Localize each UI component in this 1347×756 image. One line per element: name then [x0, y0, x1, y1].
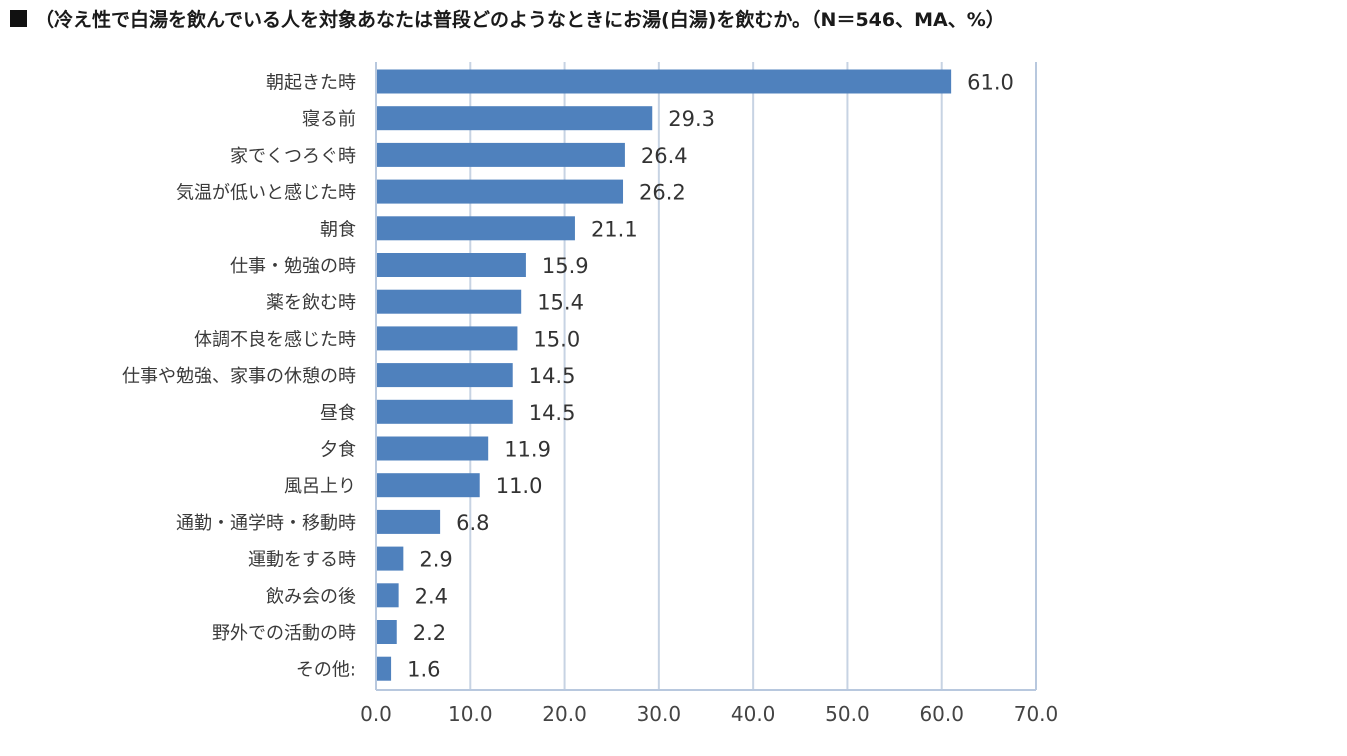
x-tick-label: 60.0 — [919, 702, 964, 726]
category-label: 寝る前 — [302, 109, 356, 130]
bar — [377, 179, 624, 204]
data-label: 14.5 — [529, 364, 576, 388]
category-label: 運動をする時 — [248, 550, 356, 571]
data-label: 11.0 — [496, 474, 543, 498]
data-label: 2.9 — [419, 548, 452, 572]
category-label: 家でくつろぐ時 — [230, 146, 356, 167]
category-label: 朝起きた時 — [266, 73, 356, 94]
data-label: 21.1 — [591, 217, 638, 241]
x-tick-label: 50.0 — [825, 702, 870, 726]
category-label: 仕事・勉強の時 — [230, 256, 356, 277]
category-label: 通勤・通学時・移動時 — [176, 513, 356, 534]
bar — [377, 399, 513, 424]
bar — [377, 142, 625, 167]
bar — [377, 656, 392, 681]
bar — [377, 363, 513, 388]
bar — [377, 289, 522, 314]
category-label: 体調不良を感じた時 — [194, 329, 356, 350]
x-tick-label: 40.0 — [731, 702, 776, 726]
data-label: 26.2 — [639, 181, 686, 205]
category-label: 昼食 — [320, 403, 356, 424]
chart-title: （冷え性で白湯を飲んでいる人を対象あなたは普段どのようなときにお湯(白湯)を飲む… — [35, 8, 1005, 31]
data-label: 1.6 — [407, 658, 440, 682]
data-label: 14.5 — [529, 401, 576, 425]
data-label: 11.9 — [504, 438, 551, 462]
data-label: 15.4 — [537, 291, 584, 315]
bar — [377, 253, 526, 277]
plot-frame — [375, 62, 1037, 691]
bar — [377, 69, 952, 94]
data-label: 29.3 — [668, 107, 715, 131]
x-tick-label: 30.0 — [637, 702, 682, 726]
bar — [377, 473, 480, 498]
value-labels: 61.0 29.3 26.4 26.221.115.9 15.4 15.0 14.5 14.5… — [407, 71, 1014, 682]
black-square-icon — [10, 9, 27, 27]
category-labels: 朝起きた時寝る前家でくつろぐ時気温が低いと感じた時朝食仕事・勉強の時薬を飲む時体… — [122, 73, 356, 681]
category-label: 朝食 — [320, 219, 356, 240]
category-label: 夕食 — [320, 440, 356, 461]
bar — [377, 436, 489, 461]
bar — [377, 216, 575, 241]
category-label: 飲み会の後 — [266, 586, 356, 607]
category-label: 風呂上り — [284, 476, 356, 497]
data-label: 15.9 — [542, 254, 589, 278]
bars — [377, 69, 952, 681]
category-label: 薬を飲む時 — [266, 293, 356, 314]
data-label: 26.4 — [641, 144, 688, 168]
chart-title-row: （冷え性で白湯を飲んでいる人を対象あなたは普段どのようなときにお湯(白湯)を飲む… — [10, 4, 1005, 32]
bar — [377, 583, 399, 608]
data-label: 61.0 — [967, 71, 1014, 95]
bar — [377, 326, 518, 351]
x-tick-label: 10.0 — [448, 702, 493, 726]
x-tick-label: 0.0 — [360, 702, 392, 726]
x-axis-tick-labels: 0.0 10.0 20.0 30.0 40.0 50.0 60.0 70.0 — [360, 702, 1058, 726]
x-tick-label: 20.0 — [542, 702, 587, 726]
data-label: 6.8 — [456, 511, 489, 535]
bar — [377, 620, 397, 644]
category-label: その他: — [296, 660, 356, 681]
bar — [377, 546, 404, 571]
category-label: 野外での活動の時 — [212, 623, 356, 644]
x-tick-label: 70.0 — [1014, 702, 1059, 726]
category-label: 仕事や勉強、家事の休憩の時 — [122, 366, 356, 387]
data-label: 15.0 — [533, 327, 580, 351]
category-label: 気温が低いと感じた時 — [176, 183, 356, 204]
bar — [377, 509, 441, 534]
data-label: 2.2 — [413, 621, 446, 645]
data-label: 2.4 — [415, 584, 448, 608]
bar — [377, 106, 653, 131]
